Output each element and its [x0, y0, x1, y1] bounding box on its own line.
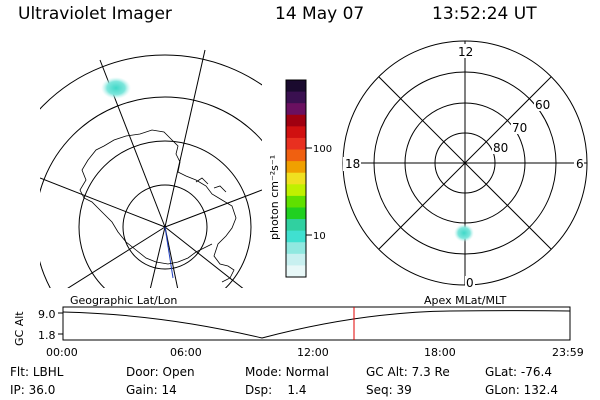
mlt-diagonal — [378, 76, 552, 250]
color-scale-segment — [286, 137, 306, 151]
meridian-line — [164, 226, 179, 288]
colorbar-tick-100: 100 — [313, 144, 332, 155]
aurora-emission-left — [101, 77, 131, 99]
mlt-label-0: 0 — [466, 276, 474, 290]
meridian-line — [40, 177, 166, 228]
color-scale-segment — [286, 103, 306, 116]
label-bg — [492, 140, 510, 154]
altitude-curve — [62, 310, 571, 339]
status-filter: Flt: LBHL — [10, 365, 64, 379]
label-bg — [511, 120, 529, 134]
alt-tick-high: 9.0 — [38, 308, 56, 321]
color-scale-segment — [286, 114, 306, 127]
latitude-circle — [40, 96, 262, 288]
left-panel-caption: Geographic Lat/Lon — [70, 294, 177, 307]
color-scale-segment — [286, 207, 306, 220]
instrument-title: Ultraviolet Imager — [18, 4, 172, 24]
color-scale-segment — [286, 126, 306, 139]
latitude-circle — [122, 184, 208, 270]
color-scale-segment — [286, 172, 306, 185]
color-scale-segment — [286, 91, 306, 104]
time-label: 13:52:24 UT — [432, 4, 537, 24]
label-bg — [465, 276, 475, 288]
aurora-emission-right — [454, 224, 474, 242]
color-scale-segment — [286, 253, 306, 267]
status-glat: GLat: -76.4 — [485, 365, 552, 379]
color-scale-segment — [286, 230, 306, 243]
time-tick: 06:00 — [170, 346, 202, 359]
meridian-line — [164, 226, 244, 288]
color-scale-segment — [286, 80, 306, 93]
latitude-circle — [78, 140, 252, 288]
label-bg — [343, 157, 361, 171]
meridian-line — [164, 49, 206, 228]
geographic-map — [40, 49, 262, 288]
status-door: Door: Open — [126, 365, 195, 379]
coastline — [79, 129, 237, 283]
color-scale-segment — [286, 149, 306, 162]
polar-dial — [342, 40, 588, 286]
alt-tick-low: 1.8 — [38, 329, 56, 342]
meridian-line — [164, 189, 262, 228]
altitude-timeline-frame — [62, 306, 571, 341]
date-label: 14 May 07 — [275, 4, 365, 24]
status-gain: Gain: 14 — [126, 383, 177, 397]
color-scale-segment — [286, 184, 306, 197]
status-glon: GLon: 132.4 — [485, 383, 558, 397]
status-seq: Seq: 39 — [366, 383, 412, 397]
mlat-label-80: 80 — [493, 141, 508, 155]
color-scale-segment — [286, 161, 306, 174]
time-tick: 18:00 — [424, 346, 456, 359]
color-scale-frame — [285, 79, 307, 278]
mlt-label-18: 18 — [345, 157, 360, 171]
status-gc-alt: GC Alt: 7.3 Re — [366, 365, 450, 379]
status-mode: Mode: Normal — [245, 365, 329, 379]
time-tick: 00:00 — [46, 346, 78, 359]
mlt-label-12: 12 — [458, 45, 473, 59]
time-tick: 12:00 — [297, 346, 329, 359]
color-scale-segment — [286, 242, 306, 255]
status-dsp: Dsp: 1.4 — [245, 383, 307, 397]
time-tick: 23:59 — [552, 346, 584, 359]
mlat-label-60: 60 — [535, 98, 550, 112]
meridian-line — [67, 226, 166, 288]
latitude-circle — [40, 54, 262, 110]
color-scale-segment — [286, 265, 306, 278]
color-scale-segment — [286, 195, 306, 209]
alt-axis-label: GC Alt — [13, 311, 26, 346]
terminator-line — [164, 226, 174, 279]
label-bg — [574, 157, 584, 171]
meridian-line — [149, 226, 166, 288]
right-panel-caption: Apex MLat/MLT — [424, 294, 507, 307]
color-scale-bar — [286, 80, 306, 278]
status-ip: IP: 36.0 — [10, 383, 56, 397]
colorbar-unit-label: photon cm⁻²s⁻¹ — [268, 155, 281, 240]
mlat-label-70: 70 — [512, 121, 527, 135]
mlt-label-6: 6 — [576, 157, 584, 171]
label-bg — [457, 44, 473, 58]
label-bg — [534, 97, 552, 111]
colorbar-tick-10: 10 — [313, 231, 326, 242]
color-scale-segment — [286, 219, 306, 232]
